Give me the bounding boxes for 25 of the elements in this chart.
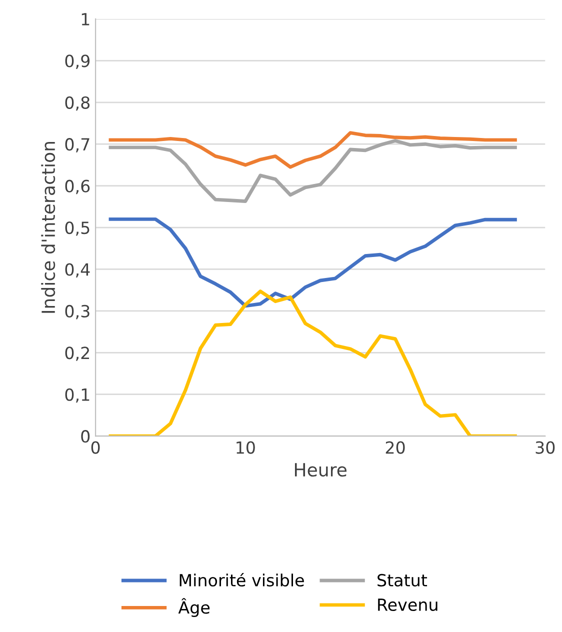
legend-label: Minorité visible bbox=[180, 572, 304, 587]
x-axis-title: Heure bbox=[294, 463, 347, 477]
y-tick-label: 0,1 bbox=[65, 388, 90, 403]
y-tick-label: 0,9 bbox=[65, 54, 90, 69]
x-tick-label: 30 bbox=[536, 441, 555, 454]
y-tick-label: 0,3 bbox=[65, 304, 90, 320]
y-tick-label: 0 bbox=[81, 430, 90, 443]
line-series bbox=[108, 290, 517, 436]
y-tick-label: 0,5 bbox=[65, 221, 90, 236]
y-tick-label: 0,6 bbox=[65, 180, 90, 194]
line-series bbox=[108, 217, 517, 308]
line-series bbox=[108, 139, 517, 203]
x-tick-label: 10 bbox=[236, 441, 255, 454]
y-axis-title: Indice d'interaction bbox=[41, 142, 56, 313]
legend-label: Âge bbox=[178, 598, 210, 617]
y-tick-label: 0,7 bbox=[65, 138, 90, 152]
x-tick-label: 0 bbox=[91, 441, 100, 454]
y-tick-label: 0,4 bbox=[65, 263, 90, 278]
y-tick-label: 0,2 bbox=[65, 346, 90, 361]
y-tick-label: 0,8 bbox=[65, 96, 90, 111]
legend-label: Statut bbox=[378, 574, 428, 587]
line-series bbox=[108, 131, 517, 169]
legend-label: Revenu bbox=[378, 598, 438, 611]
x-tick-label: 20 bbox=[386, 441, 405, 454]
y-tick-label: 1 bbox=[82, 13, 90, 26]
